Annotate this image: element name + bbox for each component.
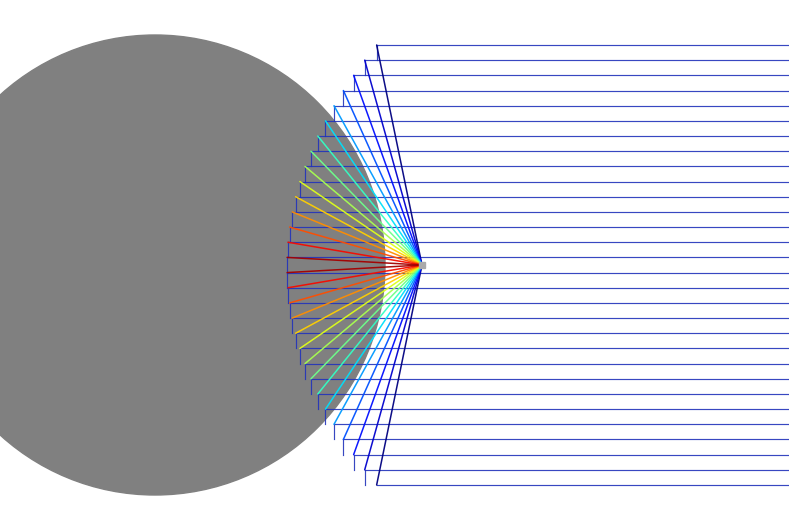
- Circle shape: [0, 35, 385, 495]
